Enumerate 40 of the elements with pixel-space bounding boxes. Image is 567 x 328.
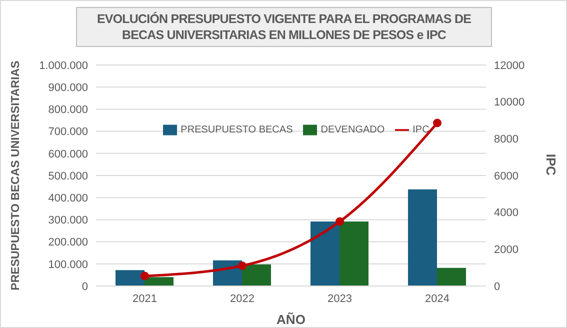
- y-tick-label: 300.000: [48, 214, 88, 227]
- y-tick-label: 400.000: [48, 192, 88, 205]
- y-tick-label: 900.000: [48, 82, 88, 94]
- x-tick-label: 2023: [328, 292, 352, 305]
- y-tick-label: 700.000: [48, 126, 88, 138]
- bar: [310, 221, 340, 286]
- y2-tick-label: 4000: [494, 207, 518, 220]
- legend-label: DEVENGADO: [320, 124, 385, 136]
- y2-tick-label: 6000: [494, 170, 518, 182]
- y-tick-label: 500.000: [48, 170, 88, 182]
- y-tick-label: 800.000: [48, 104, 88, 116]
- bar: [144, 277, 174, 286]
- chart-title: EVOLUCIÓN PRESUPUESTO VIGENTE PARA EL PROGRAMAS DE BECAS UNIVERSITARIAS EN MILLONES DE PESOS e IPC: [76, 7, 492, 47]
- x-tick-label: 2021: [132, 292, 157, 305]
- point: [238, 261, 246, 270]
- y2-tick-label: 0: [494, 280, 500, 293]
- y-tick-label: 100.000: [48, 258, 88, 271]
- point: [140, 272, 149, 280]
- bar: [408, 189, 437, 286]
- y-tick-label: 0: [82, 280, 88, 293]
- x-tick-label: 2022: [230, 292, 254, 305]
- bar: [242, 264, 271, 286]
- bar: [340, 221, 368, 286]
- y2-tick-label: 12000: [494, 60, 525, 72]
- bar: [116, 270, 144, 286]
- y2-axis-title: IPC: [543, 154, 558, 176]
- bar: [437, 268, 466, 286]
- point: [433, 118, 442, 128]
- legend-label: PRESUPUESTO BECAS: [180, 124, 293, 136]
- y2-tick-label: 2000: [494, 244, 518, 256]
- y-tick-label: 1.000.000: [39, 60, 88, 72]
- y2-tick-label: 8000: [494, 134, 518, 146]
- legend-label: IPC: [412, 124, 430, 136]
- y-axis-title: PRESUPUESTO BECAS UNIVERSITARIAS: [10, 60, 22, 290]
- y-tick-label: 200.000: [48, 236, 88, 249]
- y-tick-label: 600.000: [48, 148, 88, 160]
- y2-tick-label: 10000: [494, 96, 525, 109]
- x-tick-label: 2024: [425, 292, 450, 305]
- point: [336, 217, 344, 226]
- x-axis-title: AÑO: [276, 312, 306, 327]
